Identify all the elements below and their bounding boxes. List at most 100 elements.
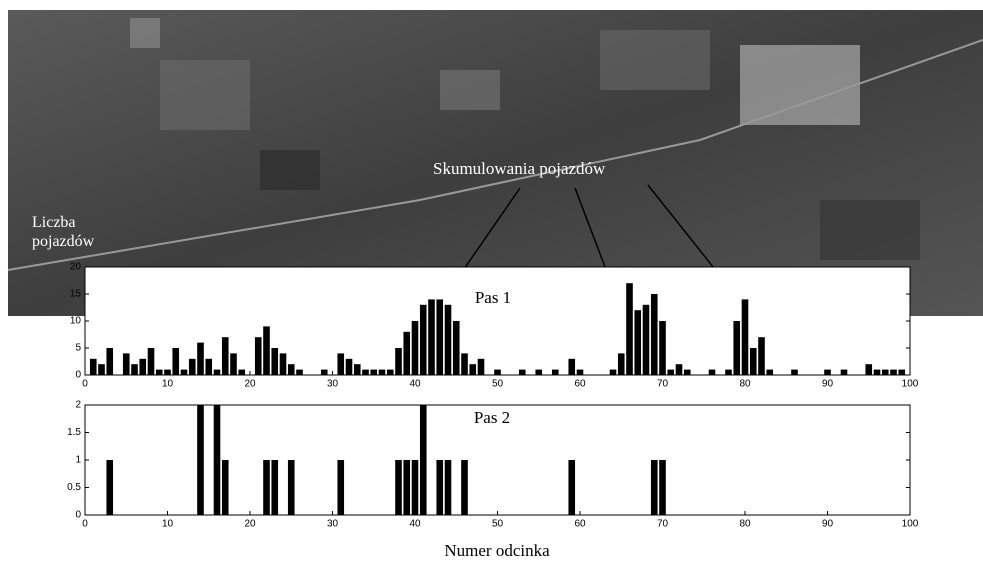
- bar: [386, 369, 394, 375]
- bar: [403, 460, 411, 515]
- bar: [551, 369, 559, 375]
- bar: [197, 342, 204, 375]
- bar: [650, 294, 658, 375]
- y-tick-label: 2: [75, 400, 81, 411]
- x-tick-label: 60: [574, 379, 586, 390]
- bar: [741, 299, 749, 375]
- bar: [271, 460, 279, 515]
- bar: [271, 348, 279, 375]
- bar: [411, 321, 419, 375]
- y-tick-label: 5: [75, 343, 81, 354]
- bar: [370, 369, 378, 375]
- bar: [518, 369, 526, 375]
- bar: [172, 348, 180, 375]
- bar: [881, 369, 889, 375]
- bar: [576, 369, 584, 375]
- satellite-image: [7, 10, 983, 316]
- bar: [535, 369, 543, 375]
- bar: [444, 304, 452, 375]
- bar: [320, 369, 328, 375]
- x-tick-label: 40: [409, 379, 421, 390]
- bar: [362, 369, 369, 375]
- bar: [634, 310, 642, 375]
- bar: [89, 358, 97, 375]
- bar: [263, 326, 270, 375]
- bar: [378, 369, 386, 375]
- bar: [221, 337, 229, 375]
- bar: [898, 369, 906, 375]
- arrow: [453, 187, 521, 285]
- bar: [568, 460, 576, 515]
- arrow: [647, 184, 727, 285]
- y-tick-label: 0.5: [67, 482, 81, 493]
- x-tick-label: 50: [492, 519, 504, 530]
- bar: [733, 321, 741, 375]
- x-tick-label: 70: [657, 379, 669, 390]
- bar: [766, 369, 774, 375]
- bar: [147, 348, 155, 375]
- bar: [708, 369, 716, 375]
- bar: [287, 364, 295, 375]
- bar: [106, 348, 114, 375]
- bar: [824, 369, 831, 375]
- bar: [395, 460, 402, 515]
- bar: [609, 369, 617, 375]
- bar: [469, 364, 477, 375]
- bar: [197, 405, 204, 515]
- bar: [164, 369, 171, 375]
- bar: [461, 460, 468, 515]
- bar: [263, 460, 270, 515]
- bar: [353, 364, 361, 375]
- bar: [411, 460, 419, 515]
- bar: [254, 337, 262, 375]
- x-tick-label: 80: [739, 519, 751, 530]
- bar: [436, 299, 444, 375]
- bar: [650, 460, 658, 515]
- bar: [642, 304, 650, 375]
- y-tick-label: 15: [70, 289, 82, 300]
- bar: [205, 358, 213, 375]
- bar: [749, 348, 757, 375]
- bar: [238, 369, 246, 375]
- bar: [683, 369, 691, 375]
- x-axis-label: Numer odcinka: [444, 541, 550, 560]
- bar: [155, 369, 163, 375]
- bar: [337, 460, 345, 515]
- bar: [667, 369, 675, 375]
- bar: [675, 364, 683, 375]
- bar: [840, 369, 848, 375]
- y-tick-label: 0: [75, 370, 81, 381]
- bar: [494, 369, 501, 375]
- bar: [230, 353, 237, 375]
- bar: [659, 460, 666, 515]
- x-tick-label: 10: [162, 519, 174, 530]
- y-tick-label: 1.5: [67, 427, 81, 438]
- annotation: Skumulowania pojazdów: [433, 159, 606, 178]
- bar: [287, 460, 295, 515]
- bar: [419, 405, 427, 515]
- bar: [477, 358, 485, 375]
- bar: [213, 369, 221, 375]
- arrow: [574, 187, 613, 283]
- bar: [403, 331, 411, 375]
- x-tick-label: 80: [739, 379, 751, 390]
- bar: [890, 369, 897, 375]
- bar: [139, 358, 147, 375]
- bar: [461, 353, 468, 375]
- bar: [106, 460, 114, 515]
- bar: [337, 353, 345, 375]
- y-tick-label: 0: [75, 510, 81, 521]
- y-tick-label: 1: [75, 455, 81, 466]
- bar: [568, 358, 576, 375]
- bar: [213, 405, 221, 515]
- bar: [865, 364, 873, 375]
- bar: [296, 369, 303, 375]
- bar: [180, 369, 188, 375]
- bar: [428, 299, 435, 375]
- x-tick-label: 90: [822, 519, 834, 530]
- bar: [122, 353, 130, 375]
- x-tick-label: 10: [162, 379, 174, 390]
- bar: [626, 283, 633, 375]
